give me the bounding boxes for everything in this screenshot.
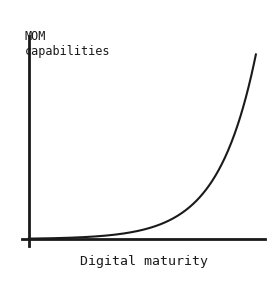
X-axis label: Digital maturity: Digital maturity <box>79 255 208 268</box>
Text: MOM
capabilities: MOM capabilities <box>25 30 110 58</box>
